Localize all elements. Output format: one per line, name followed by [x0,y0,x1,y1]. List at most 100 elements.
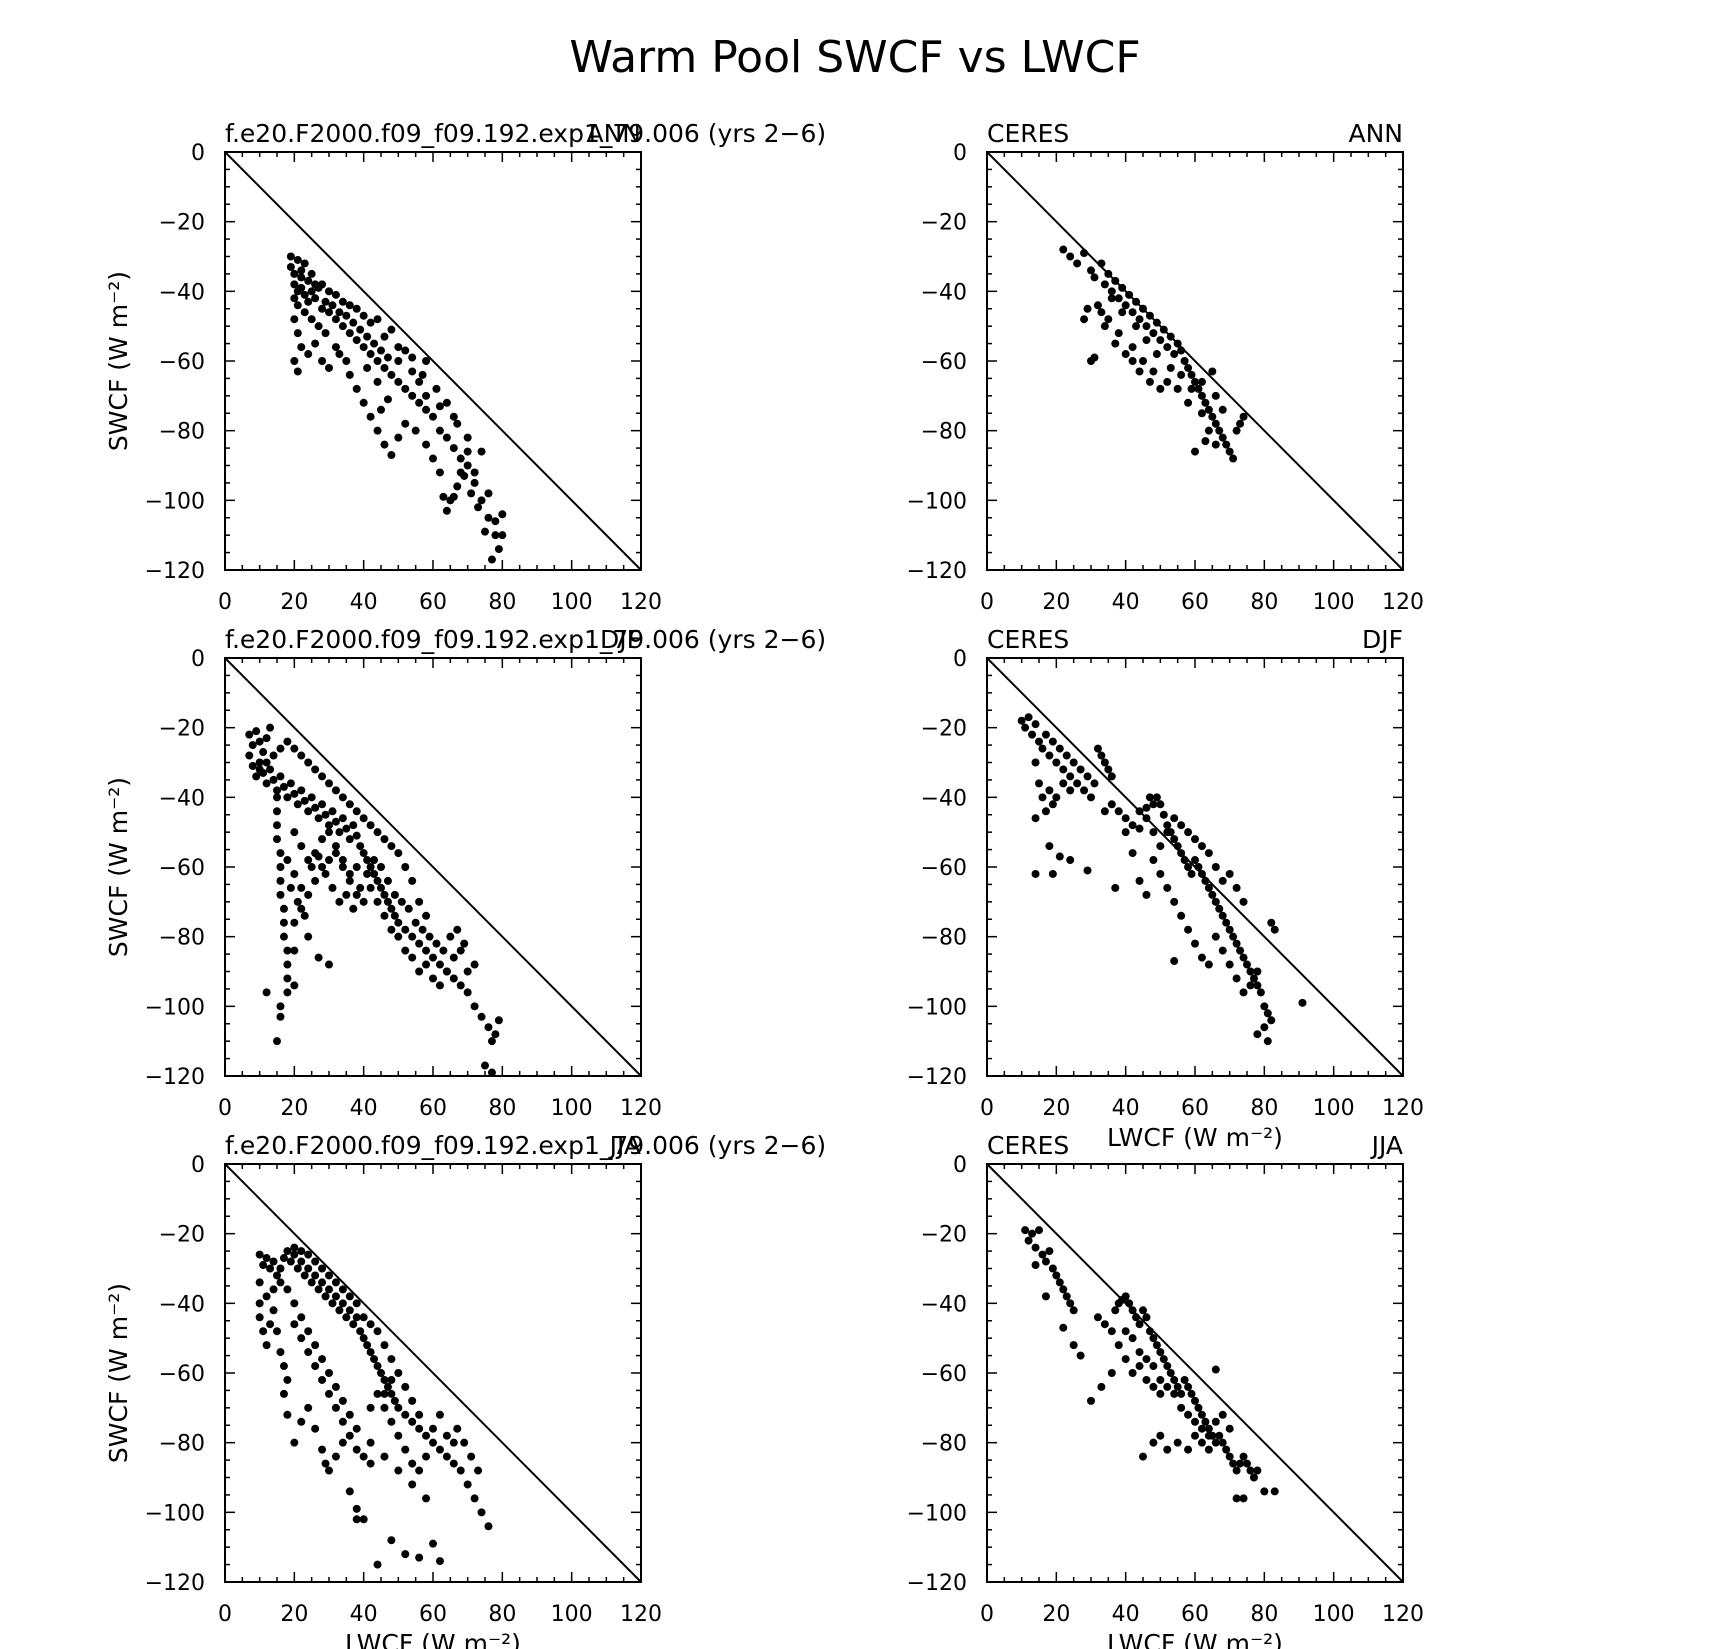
data-point [1035,737,1043,746]
y-tick-label: −20 [159,717,205,742]
data-point [297,842,306,851]
data-point [401,1410,410,1419]
data-point [293,367,302,376]
data-point [1239,1452,1248,1461]
data-point [1229,454,1238,463]
x-tick-label: 0 [218,1096,232,1121]
data-point [1152,350,1161,359]
data-point [342,1313,351,1322]
data-point [338,322,347,331]
data-point [1087,266,1095,275]
data-point [404,904,413,913]
data-point [300,796,309,805]
data-point [366,863,375,871]
y-tick-label: −40 [921,1292,967,1317]
figure-title: Warm Pool SWCF vs LWCF [569,32,1140,83]
data-point [1076,1351,1085,1360]
data-point [283,946,292,955]
data-point [494,1016,503,1025]
data-point [1204,1424,1213,1433]
data-point [356,842,365,851]
x-tick-label: 40 [1112,590,1140,615]
data-point [297,904,306,913]
x-axis-label: LWCF (W m⁻²) [345,1629,521,1649]
data-point [293,897,302,906]
data-point [331,1452,340,1461]
data-point [1204,405,1213,414]
data-point [1163,883,1172,892]
data-point [342,890,351,899]
data-point [380,1341,389,1350]
data-point [1100,322,1109,331]
one-to-one-line [986,151,1404,571]
data-point [394,918,403,927]
data-point [1031,1261,1040,1270]
data-point [463,461,472,470]
y-tick-label: −60 [921,856,967,881]
data-point [463,967,472,976]
y-tick-label: 0 [191,1153,205,1178]
data-point [366,821,375,830]
data-point [1197,377,1206,386]
data-point [1128,1369,1137,1377]
data-point [262,988,271,997]
scatter-points [1017,713,1307,1046]
y-axis-label: SWCF (W m⁻²) [104,1283,133,1463]
data-point [311,339,320,348]
x-tick-label: 0 [218,590,232,615]
data-point [1243,1459,1251,1468]
data-point [363,869,372,878]
data-point [321,1459,330,1468]
data-point [401,946,410,955]
data-point [366,318,375,327]
data-point [1201,876,1210,885]
data-point [342,824,351,833]
data-point [307,863,316,871]
data-point [352,1515,361,1524]
data-point [487,1068,496,1077]
data-point [1208,367,1217,376]
data-point [373,315,382,324]
panel-left-title: f.e20.F2000.f09_f09.192.exp1_79.006 (yrs… [225,625,826,654]
data-point [338,1285,347,1294]
data-point [297,1334,306,1343]
data-point [377,405,385,414]
y-tick-label: 0 [953,141,967,166]
data-point [349,1320,358,1329]
y-tick-label: −20 [921,1223,967,1248]
y-tick-label: −120 [145,1571,205,1596]
data-point [1149,1382,1158,1391]
data-point [293,301,302,310]
data-point [1073,779,1082,788]
data-point [307,1278,316,1287]
data-point [1114,1341,1123,1350]
data-point [352,304,361,313]
data-point [338,863,347,871]
data-point [415,939,424,948]
data-point [262,1254,271,1263]
data-point [304,276,313,285]
data-point [1270,925,1279,934]
data-point [1093,744,1102,753]
data-point [269,751,278,760]
data-point [245,751,254,760]
data-point [1236,419,1245,428]
data-point [1197,409,1206,418]
data-point [338,1438,347,1447]
data-point [397,897,406,906]
data-point [1184,925,1193,934]
data-point [460,939,469,948]
data-point [453,419,462,428]
data-point [1260,1002,1269,1011]
data-point [1142,814,1151,823]
data-point [255,1278,264,1287]
y-tick-label: −100 [145,995,205,1020]
data-point [352,807,361,816]
data-point [1236,1459,1245,1468]
data-point [338,1299,347,1308]
x-tick-label: 40 [1112,1096,1140,1121]
data-point [345,1292,354,1301]
data-point [297,751,306,760]
data-point [415,897,424,906]
data-point [311,1257,320,1266]
